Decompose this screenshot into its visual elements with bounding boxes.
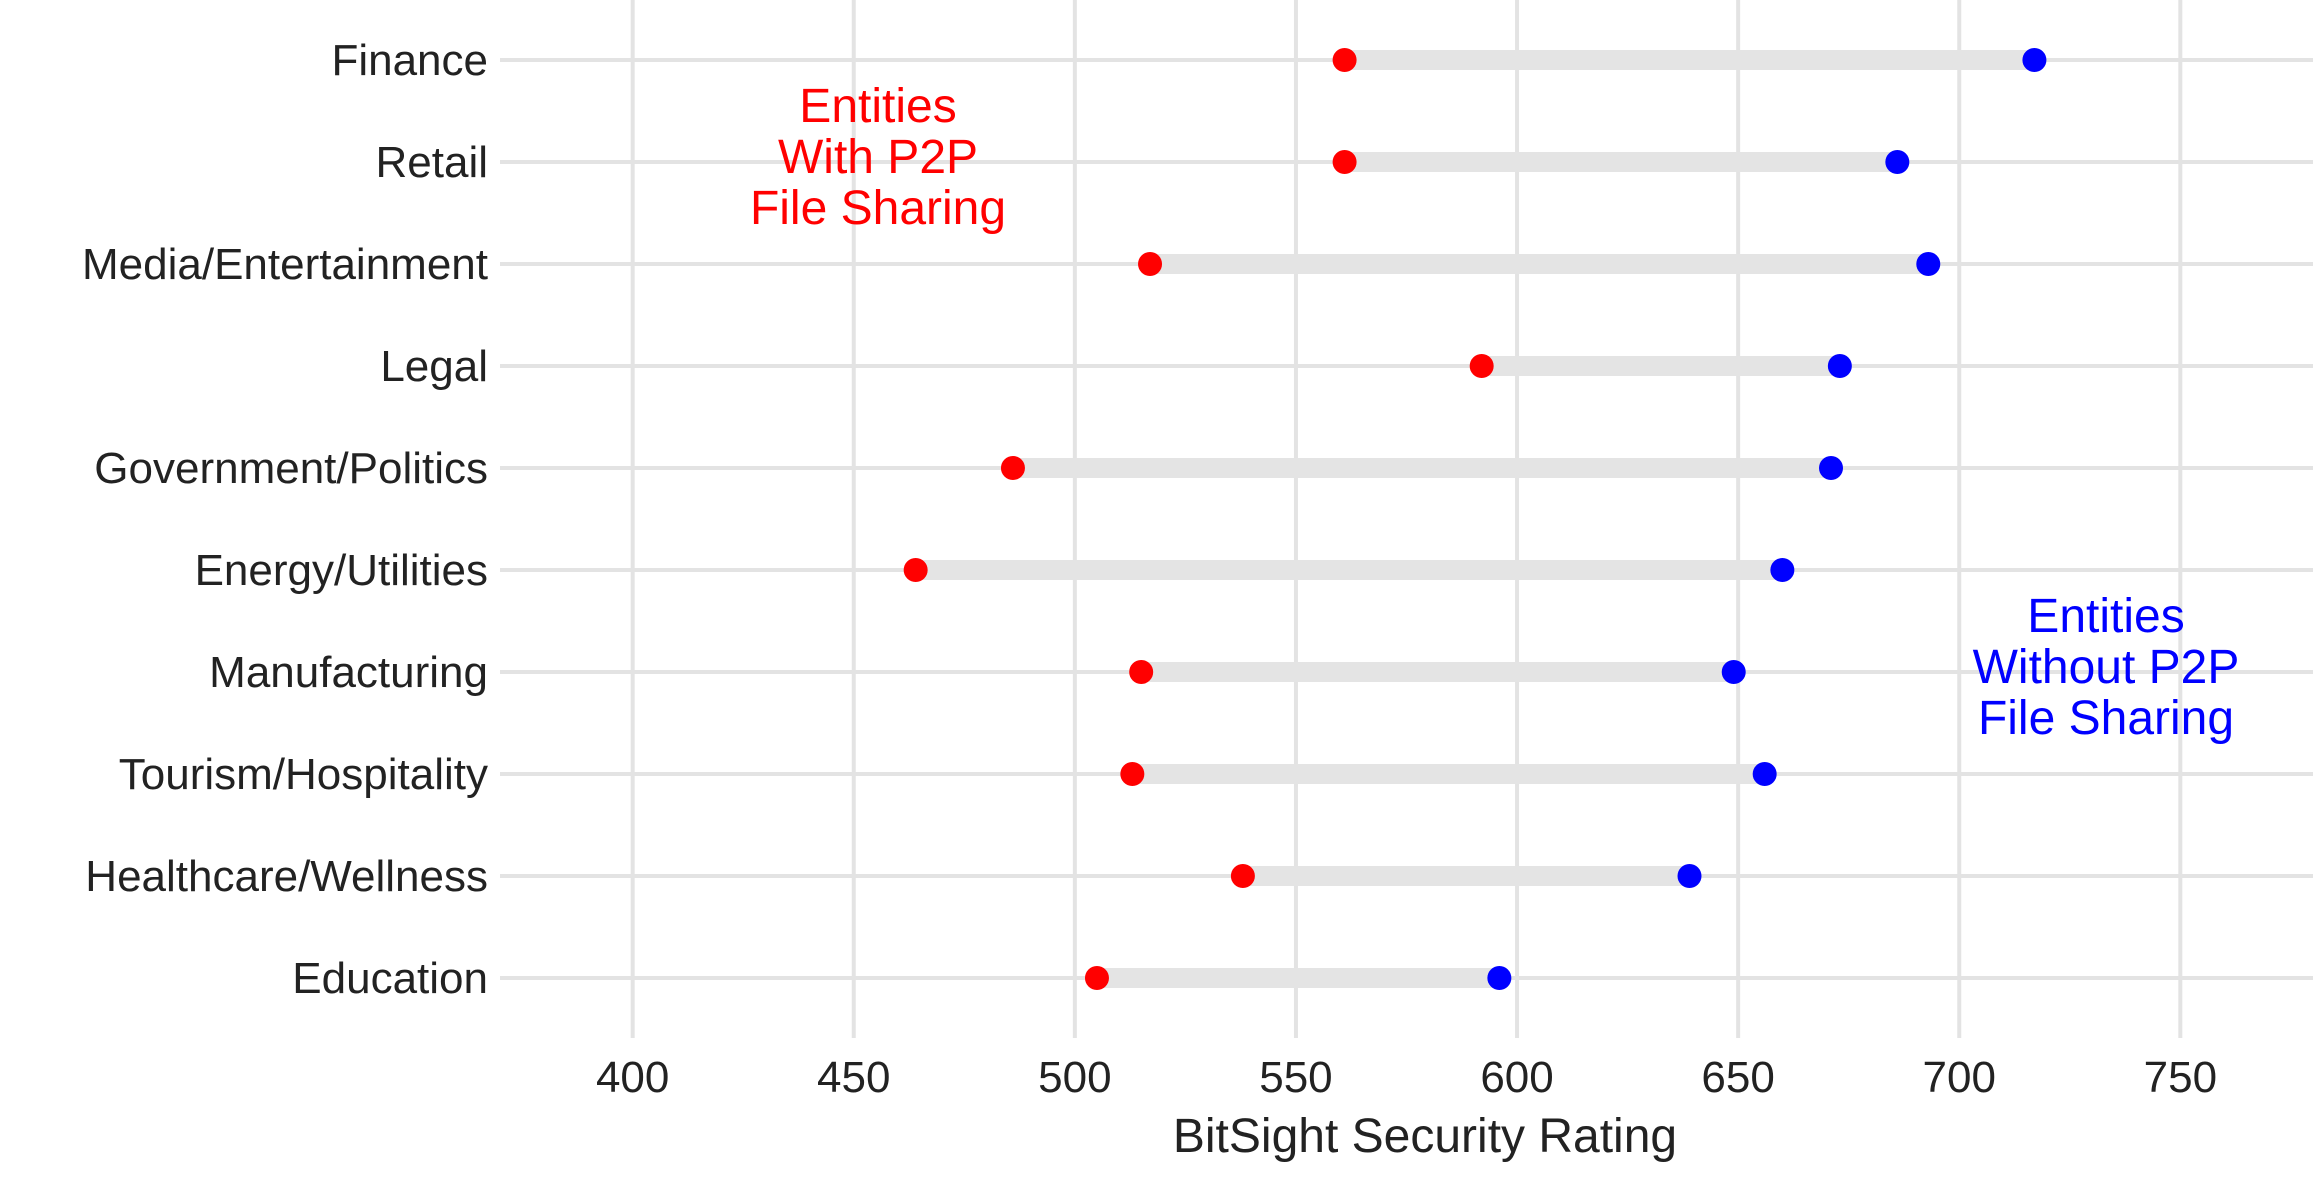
category-label: Media/Entertainment (82, 240, 488, 289)
x-tick-label: 750 (2144, 1053, 2217, 1102)
x-tick-label: 550 (1259, 1053, 1332, 1102)
point-with-p2p (1084, 966, 1109, 990)
category-label: Retail (376, 138, 489, 187)
point-without-p2p (1677, 864, 1702, 888)
point-with-p2p (1332, 150, 1357, 174)
x-tick-labels: 400 450 500 550 600 650 700 750 (596, 1053, 2217, 1102)
category-label: Government/Politics (94, 444, 488, 493)
point-without-p2p (1819, 456, 1844, 480)
vertical-gridlines (630, 0, 2183, 1038)
x-tick-label: 500 (1038, 1053, 1111, 1102)
point-without-p2p (1752, 762, 1777, 786)
point-with-p2p (903, 558, 928, 582)
point-without-p2p (1885, 150, 1910, 174)
x-tick-label: 400 (596, 1053, 669, 1102)
annotation-line: With P2P (778, 131, 978, 184)
annotation-line: File Sharing (750, 182, 1006, 235)
data-points (903, 48, 2047, 990)
annotation-line: Entities (2027, 590, 2184, 643)
category-label: Finance (331, 36, 488, 85)
point-with-p2p (1332, 48, 1357, 72)
point-with-p2p (1120, 762, 1145, 786)
category-label: Tourism/Hospitality (119, 750, 488, 799)
category-label: Energy/Utilities (195, 546, 488, 595)
x-tick-label: 450 (817, 1053, 890, 1102)
category-label: Healthcare/Wellness (85, 852, 488, 901)
point-without-p2p (1827, 354, 1852, 378)
point-with-p2p (1230, 864, 1255, 888)
point-without-p2p (2022, 48, 2047, 72)
point-with-p2p (1469, 354, 1494, 378)
x-tick-label: 700 (1923, 1053, 1996, 1102)
x-tick-label: 650 (1701, 1053, 1774, 1102)
point-without-p2p (1770, 558, 1795, 582)
point-with-p2p (1000, 456, 1025, 480)
annotation-line: Without P2P (1973, 641, 2240, 694)
category-label: Manufacturing (209, 648, 488, 697)
category-label: Legal (380, 342, 488, 391)
annotation-line: File Sharing (1978, 692, 2234, 745)
x-tick-label: 600 (1480, 1053, 1553, 1102)
point-without-p2p (1721, 660, 1746, 684)
x-axis-title: BitSight Security Rating (1173, 1110, 1677, 1163)
category-label: Education (292, 954, 488, 1003)
point-without-p2p (1916, 252, 1941, 276)
range-bars (915, 50, 2035, 988)
annotation-line: Entities (799, 80, 956, 133)
category-labels: Finance Retail Media/Entertainment Legal Gov… (82, 36, 488, 1003)
point-without-p2p (1487, 966, 1512, 990)
point-with-p2p (1138, 252, 1163, 276)
point-with-p2p (1129, 660, 1154, 684)
